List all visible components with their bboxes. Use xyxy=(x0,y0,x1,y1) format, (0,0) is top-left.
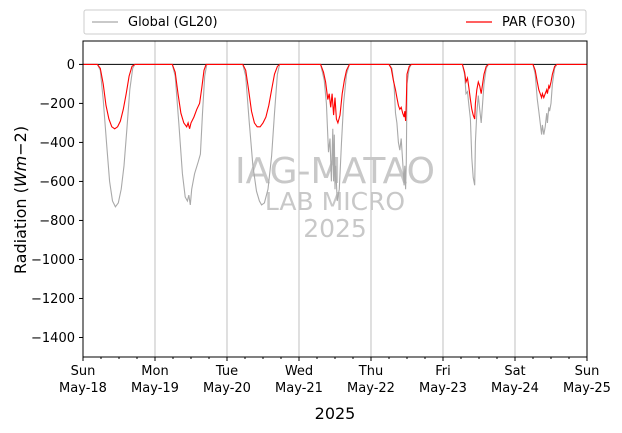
legend: Global (GL20) PAR (FO30) xyxy=(83,9,587,35)
plot-area: IAG-MATAO LAB MICRO 2025 xyxy=(82,40,588,358)
series-line-global xyxy=(83,63,587,208)
x-tick-label-date: May-24 xyxy=(491,381,539,396)
x-axis-ticks: Sun May-18 Mon May-19 Tue May-20 Wed May-21 Thu M… xyxy=(59,357,611,396)
vertical-gridlines xyxy=(154,41,516,357)
y-axis-title-sup: −2 xyxy=(11,132,30,156)
y-tick-label: −800 xyxy=(39,214,75,229)
legend-frame xyxy=(83,9,587,35)
x-tick-label-day: Fri xyxy=(435,364,451,379)
series-line-par xyxy=(83,63,587,130)
x-tick-label-date: May-25 xyxy=(563,381,611,396)
y-tick-label: −1200 xyxy=(31,292,75,307)
y-axis-ticks: 0 −200 −400 −600 −800 −1000 −1200 −1400 xyxy=(31,58,83,346)
legend-label-par: PAR (FO30) xyxy=(502,15,575,30)
y-tick-label: −1000 xyxy=(31,253,75,268)
y-tick-label: 0 xyxy=(67,58,75,73)
x-tick-label-date: May-19 xyxy=(131,381,179,396)
x-tick-label-date: May-20 xyxy=(203,381,251,396)
y-tick-label: −400 xyxy=(39,136,75,151)
y-axis-title-unit: Wm xyxy=(11,156,30,187)
watermark-line-3: 2025 xyxy=(303,214,367,243)
y-tick-label: −600 xyxy=(39,175,75,190)
legend-label-global: Global (GL20) xyxy=(128,15,218,30)
y-axis-title: Radiation (Wm−2) xyxy=(11,126,30,274)
x-tick-label-date: May-21 xyxy=(275,381,323,396)
x-tick-label-date: May-18 xyxy=(59,381,107,396)
x-tick-label-day: Thu xyxy=(358,364,383,379)
x-tick-label-day: Sun xyxy=(71,364,96,379)
x-axis-title: 2025 xyxy=(315,404,356,423)
watermark-line-2: LAB MICRO xyxy=(265,187,405,216)
x-tick-label-day: Sun xyxy=(575,364,600,379)
y-tick-label: −200 xyxy=(39,97,75,112)
x-tick-label-date: May-23 xyxy=(419,381,467,396)
y-tick-label: −1400 xyxy=(31,331,75,346)
y-axis-title-close: ) xyxy=(11,126,30,132)
x-tick-label-day: Sat xyxy=(504,364,525,379)
y-axis-title-main: Radiation ( xyxy=(11,187,30,274)
x-tick-label-date: May-22 xyxy=(347,381,395,396)
x-tick-label-day: Mon xyxy=(141,364,168,379)
x-tick-label-day: Tue xyxy=(215,364,238,379)
x-tick-label-day: Wed xyxy=(285,364,313,379)
